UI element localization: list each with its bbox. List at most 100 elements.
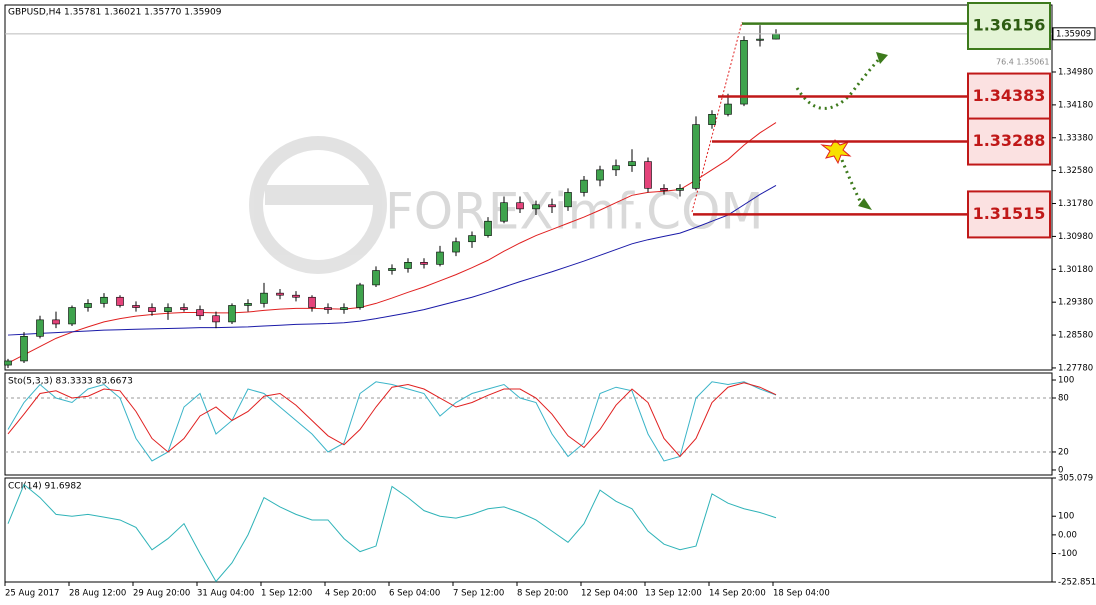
candle-body	[676, 188, 684, 191]
candle-body	[548, 204, 556, 208]
stoch-panel	[4, 372, 1053, 476]
x-tick-label: 25 Aug 2017	[5, 589, 59, 599]
candle-body	[500, 202, 508, 222]
x-tick-label: 14 Sep 20:00	[709, 589, 766, 599]
arrowhead	[858, 198, 872, 210]
candle-body	[372, 270, 380, 286]
candle-body	[68, 307, 76, 325]
candle-body	[580, 179, 588, 193]
x-tick-label: 12 Sep 04:00	[581, 589, 638, 599]
candle-body	[84, 303, 92, 308]
candle-body	[532, 204, 540, 210]
watermark: FOREXimf.COM	[385, 183, 764, 241]
x-tick-label: 31 Aug 04:00	[197, 589, 254, 599]
candle-body	[212, 315, 220, 323]
candle-body	[20, 335, 28, 362]
candle-body	[740, 40, 748, 105]
candle-body	[708, 114, 716, 125]
cci-panel	[4, 477, 1053, 583]
last-price-label: 1.35909	[1056, 29, 1091, 39]
candle-body	[660, 188, 668, 191]
indicator-line	[7, 382, 777, 458]
candle-body	[724, 103, 732, 115]
chart-title: GBPUSD,H4 1.35781 1.36021 1.35770 1.3590…	[8, 8, 222, 18]
y-tick-label: -252.851	[1058, 578, 1096, 588]
y-tick-label: 1.28580	[1058, 331, 1093, 341]
y-tick-label: 1.30980	[1058, 232, 1093, 242]
candle-body	[356, 284, 364, 308]
candle-body	[36, 319, 44, 337]
candle-body	[52, 319, 60, 325]
indicator-line	[7, 185, 777, 336]
candle-body	[628, 161, 636, 167]
candle-body	[308, 296, 316, 308]
level-box	[967, 190, 1051, 239]
y-tick-label: 1.33380	[1058, 133, 1093, 143]
arrowhead	[876, 52, 888, 64]
x-tick-label: 7 Sep 12:00	[453, 589, 504, 599]
y-tick-label: 1.31780	[1058, 199, 1093, 209]
y-tick-label: 1.34180	[1058, 100, 1093, 110]
x-tick-label: 4 Sep 20:00	[325, 589, 376, 599]
x-tick-label: 1 Sep 12:00	[261, 589, 312, 599]
candle-body	[324, 307, 332, 310]
level-label: 1.31515	[973, 204, 1046, 223]
y-tick-label: 80	[1058, 394, 1069, 404]
level-label: 1.34383	[973, 86, 1046, 105]
y-tick-label: 1.34980	[1058, 67, 1093, 77]
candle-body	[484, 220, 492, 236]
last-price-box	[1052, 27, 1096, 41]
level-box	[967, 117, 1051, 166]
candle-body	[468, 235, 476, 243]
y-tick-label: 100	[1058, 376, 1074, 386]
candle-body	[612, 165, 620, 171]
indicator-line	[7, 381, 777, 462]
candle-body	[756, 38, 764, 41]
candle-body	[692, 124, 700, 189]
candle-body	[132, 305, 140, 308]
x-tick-label: 18 Sep 04:00	[773, 589, 830, 599]
main-panel	[4, 4, 1053, 371]
y-tick-label: 0.00	[1058, 530, 1077, 540]
candle-body	[340, 307, 348, 310]
candle-body	[100, 296, 108, 304]
candle-body	[564, 192, 572, 208]
candle-body	[276, 292, 284, 296]
candle-body	[452, 241, 460, 253]
y-tick-label: 1.29380	[1058, 298, 1093, 308]
x-tick-label: 28 Aug 12:00	[69, 589, 126, 599]
y-tick-label: 1.32580	[1058, 166, 1093, 176]
level-label: 1.33288	[973, 131, 1046, 150]
x-tick-label: 8 Sep 20:00	[517, 589, 568, 599]
y-tick-label: -100	[1058, 549, 1077, 559]
y-tick-label: 20	[1058, 447, 1069, 457]
y-tick-label: 1.27780	[1058, 363, 1093, 373]
y-tick-label: 100	[1058, 512, 1074, 522]
y-tick-label: 0	[1058, 465, 1063, 475]
candle-body	[164, 307, 172, 312]
watermark-logo	[249, 136, 387, 274]
candle-body	[388, 268, 396, 271]
x-tick-label: 29 Aug 20:00	[133, 589, 190, 599]
candle-body	[148, 307, 156, 312]
candle-body	[180, 307, 188, 310]
candle-body	[196, 309, 204, 317]
candle-body	[116, 296, 124, 306]
candle-body	[596, 169, 604, 181]
candle-body	[260, 292, 268, 304]
candle-body	[404, 262, 412, 269]
fib-line	[691, 21, 743, 213]
y-tick-label: 305.079	[1058, 474, 1093, 484]
x-tick-label: 6 Sep 04:00	[389, 589, 440, 599]
stoch-title: Sto(5,3,3) 83.3333 83.6673	[8, 377, 133, 387]
candle-body	[420, 262, 428, 265]
cci-title: CCI(14) 91.6982	[8, 482, 82, 492]
candle-body	[4, 360, 12, 366]
candle-body	[292, 294, 300, 298]
candle-body	[772, 33, 780, 40]
fib-label: 76.4 1.35061	[996, 58, 1049, 67]
y-tick-label: 1.30180	[1058, 265, 1093, 275]
